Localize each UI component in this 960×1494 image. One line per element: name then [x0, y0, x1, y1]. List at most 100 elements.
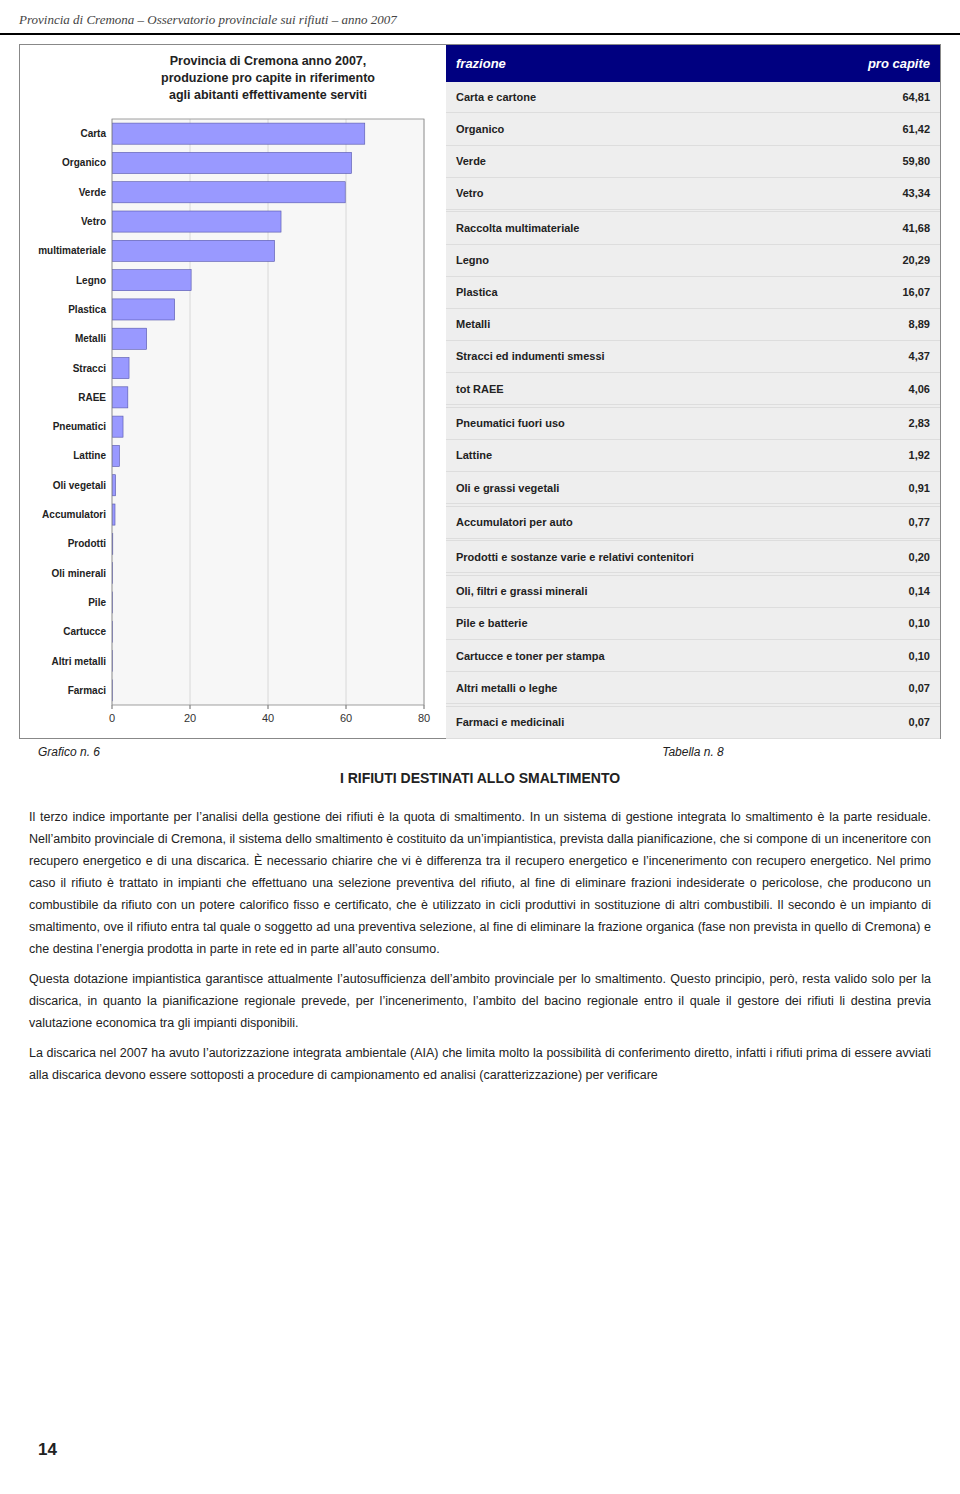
table-value: 0,07 [821, 672, 940, 704]
table-row: Stracci ed indumenti smessi4,37 [446, 340, 940, 372]
table-fraction: Lattine [446, 439, 821, 471]
table-row: Raccolta multimateriale41,68 [446, 212, 940, 244]
grid-line [346, 119, 347, 705]
table-row: Altri metalli o leghe0,07 [446, 672, 940, 704]
x-tick [190, 705, 191, 709]
table-fraction: Prodotti e sostanze varie e relativi con… [446, 541, 821, 573]
chart-title: Provincia di Cremona anno 2007, produzion… [161, 54, 375, 102]
table-value: 61,42 [821, 113, 940, 145]
category-label: Metalli [75, 333, 106, 344]
x-tick [346, 705, 347, 709]
table-row: Organico61,42 [446, 113, 940, 145]
category-label: Pile [88, 597, 106, 608]
table-value: 64,81 [821, 82, 940, 113]
table-value: 4,06 [821, 373, 940, 405]
table-header: frazione [446, 45, 821, 82]
table-value: 0,07 [821, 706, 940, 738]
table-row: Metalli8,89 [446, 308, 940, 340]
x-tick-label: 0 [109, 712, 115, 724]
category-label: Verde [79, 187, 107, 198]
table-row: Carta e cartone64,81 [446, 82, 940, 113]
table-fraction: Verde [446, 145, 821, 177]
table-caption: Tabella n. 8 [446, 745, 940, 759]
data-table: frazionepro capiteCarta e cartone64,81Or… [446, 45, 940, 739]
bar [112, 358, 129, 379]
table-wrap: frazionepro capiteCarta e cartone64,81Or… [446, 45, 940, 739]
bar-chart: Provincia di Cremona anno 2007, produzion… [20, 45, 440, 739]
body-paragraph: La discarica nel 2007 ha avuto l’autoriz… [29, 1042, 931, 1086]
table-value: 0,14 [821, 575, 940, 607]
table-fraction: Pile e batterie [446, 607, 821, 639]
table-fraction: Oli e grassi vegetali [446, 471, 821, 503]
table-row: Prodotti e sostanze varie e relativi con… [446, 541, 940, 573]
bar [112, 475, 116, 496]
bar [112, 387, 128, 408]
page-header: Provincia di Cremona – Osservatorio prov… [19, 12, 397, 28]
bar [112, 182, 345, 203]
table-fraction: Pneumatici fuori uso [446, 407, 821, 439]
x-tick-label: 20 [184, 712, 196, 724]
bar [112, 240, 275, 261]
bar [112, 328, 147, 349]
grid-line [268, 119, 269, 705]
table-fraction: Plastica [446, 276, 821, 308]
body-paragraph: Questa dotazione impiantistica garantisc… [29, 968, 931, 1034]
category-label: Farmaci [68, 685, 107, 696]
table-fraction: Metalli [446, 308, 821, 340]
table-fraction: Stracci ed indumenti smessi [446, 340, 821, 372]
x-tick-label: 40 [262, 712, 274, 724]
table-row: Cartucce e toner per stampa0,10 [446, 640, 940, 672]
chart-caption: Grafico n. 6 [38, 745, 100, 759]
category-label: multimateriale [38, 245, 106, 256]
category-label: Plastica [68, 304, 106, 315]
table-value: 43,34 [821, 177, 940, 209]
chart-title-line: Provincia di Cremona anno 2007, [170, 54, 367, 68]
category-label: Pneumatici [53, 421, 107, 432]
table-value: 0,77 [821, 506, 940, 538]
plot-frame [112, 119, 424, 705]
table-row: Legno20,29 [446, 244, 940, 276]
chart-title-line: produzione pro capite in riferimento [161, 71, 375, 85]
category-label: Vetro [81, 216, 106, 227]
table-row: Lattine1,92 [446, 439, 940, 471]
table-row: Accumulatori per auto0,77 [446, 506, 940, 538]
table-fraction: Raccolta multimateriale [446, 212, 821, 244]
category-label: Carta [80, 128, 106, 139]
table-fraction: Legno [446, 244, 821, 276]
table-fraction: Farmaci e medicinali [446, 706, 821, 738]
bar [112, 416, 123, 437]
category-label: Accumulatori [42, 509, 106, 520]
category-label: RAEE [78, 392, 106, 403]
body-title: I RIFIUTI DESTINATI ALLO SMALTIMENTO [0, 770, 960, 786]
table-fraction: Altri metalli o leghe [446, 672, 821, 704]
table-value: 41,68 [821, 212, 940, 244]
table-fraction: Vetro [446, 177, 821, 209]
table-fraction: Carta e cartone [446, 82, 821, 113]
table-row: Pile e batterie0,10 [446, 607, 940, 639]
x-tick [424, 705, 425, 709]
category-label: Cartucce [63, 626, 106, 637]
plot-area [112, 119, 424, 705]
table-fraction: Cartucce e toner per stampa [446, 640, 821, 672]
category-label: Organico [62, 157, 106, 168]
body-paragraph: Il terzo indice importante per l’analisi… [29, 806, 931, 960]
table-row: Vetro43,34 [446, 177, 940, 209]
x-tick-label: 80 [418, 712, 430, 724]
table-row: Oli e grassi vegetali0,91 [446, 471, 940, 503]
table-fraction: tot RAEE [446, 373, 821, 405]
table-fraction: Accumulatori per auto [446, 506, 821, 538]
table-value: 1,92 [821, 439, 940, 471]
category-label: Prodotti [68, 538, 107, 549]
table-row: Plastica16,07 [446, 276, 940, 308]
table-row: Farmaci e medicinali0,07 [446, 706, 940, 738]
table-value: 16,07 [821, 276, 940, 308]
bar [112, 299, 175, 320]
bar [112, 504, 115, 525]
table-value: 59,80 [821, 145, 940, 177]
body-text: Il terzo indice importante per l’analisi… [29, 806, 931, 1094]
table-value: 0,91 [821, 471, 940, 503]
bar [112, 152, 352, 173]
bar [112, 123, 365, 144]
table-value: 0,20 [821, 541, 940, 573]
bars [112, 123, 365, 701]
